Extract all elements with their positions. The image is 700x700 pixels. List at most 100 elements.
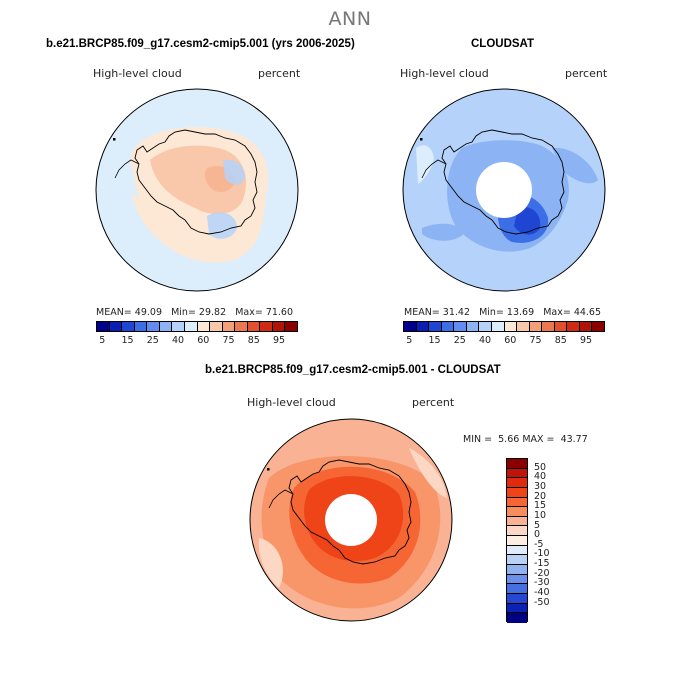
colorbar-swatch <box>507 603 527 614</box>
colorbar-tick-label: -10 <box>534 548 550 560</box>
model-colorbar <box>96 321 298 332</box>
obs-colorbar-ticks: 5 15 25 40 60 75 85 95 <box>403 335 605 347</box>
colorbar-swatch <box>222 322 236 331</box>
colorbar-swatch <box>134 322 148 331</box>
diff-antarctica-coastline <box>288 459 412 565</box>
colorbar-swatch <box>122 322 135 331</box>
obs-no-data-pole <box>476 162 532 218</box>
colorbar-tick-label: 85 <box>247 335 260 346</box>
model-island-marker <box>113 138 116 141</box>
colorbar-tick-label: 15 <box>121 335 134 346</box>
colorbar-swatch <box>260 322 273 331</box>
colorbar-swatch <box>567 322 580 331</box>
obs-variable-label: High-level cloud <box>400 67 489 80</box>
colorbar-swatch <box>554 322 568 331</box>
colorbar-swatch <box>404 322 417 331</box>
colorbar-swatch <box>507 613 527 623</box>
colorbar-tick-label: -20 <box>534 567 550 579</box>
colorbar-tick-label: 60 <box>504 335 517 346</box>
diff-variable-label: High-level cloud <box>247 396 336 409</box>
colorbar-swatch <box>579 322 593 331</box>
colorbar-tick-label: -30 <box>534 577 550 589</box>
colorbar-swatch <box>542 322 555 331</box>
colorbar-swatch <box>529 322 543 331</box>
diff-panel-title: b.e21.BRCP85.f09_g17.cesm2-cmip5.001 - C… <box>205 364 501 376</box>
colorbar-swatch <box>507 555 527 566</box>
diff-colorbar-ticks: 50 40 30 20 15 10 5 0 -5 -10 -15 -20 -30 -40 -50 <box>534 458 574 622</box>
colorbar-swatch <box>507 516 527 527</box>
colorbar-tick-label: 30 <box>534 480 547 492</box>
colorbar-swatch <box>507 497 527 508</box>
obs-map-boundary <box>402 88 606 292</box>
colorbar-tick-label: 10 <box>534 509 547 521</box>
obs-field-40 <box>416 145 434 184</box>
model-stats-row: MEAN= 49.09 Min= 29.82 Max= 71.60 <box>96 307 294 318</box>
model-field-65 <box>150 145 246 215</box>
obs-min-value: 13.69 <box>506 307 535 318</box>
colorbar-swatch <box>172 322 185 331</box>
colorbar-tick-label: 75 <box>222 335 235 346</box>
obs-island-marker <box>420 138 423 141</box>
colorbar-swatch <box>491 322 505 331</box>
colorbar-swatch <box>235 322 248 331</box>
diff-units-label: percent <box>412 396 455 409</box>
model-field-45 <box>125 158 139 197</box>
diff-max-value: 43.77 <box>560 434 588 445</box>
obs-mean-value: 31.42 <box>442 307 470 318</box>
colorbar-swatch <box>479 322 492 331</box>
colorbar-swatch <box>507 593 527 604</box>
colorbar-tick-label: -40 <box>534 587 550 599</box>
colorbar-swatch <box>210 322 223 331</box>
colorbar-swatch <box>507 565 527 575</box>
diff-stats-row: MIN = 5.66 MAX = 43.77 <box>463 434 588 445</box>
obs-stats-row: MEAN= 31.42 Min= 13.69 Max= 44.65 <box>404 307 602 318</box>
colorbar-tick-label: 25 <box>453 335 466 346</box>
colorbar-swatch <box>507 584 527 594</box>
colorbar-tick-label: 15 <box>534 500 547 512</box>
colorbar-swatch <box>517 322 530 331</box>
colorbar-swatch <box>285 322 297 331</box>
colorbar-swatch <box>272 322 286 331</box>
diff-no-data-pole <box>325 494 377 546</box>
obs-max-value: 44.65 <box>573 307 602 318</box>
colorbar-swatch <box>507 574 527 585</box>
obs-antarctica-coastline <box>441 129 565 235</box>
colorbar-swatch <box>197 322 211 331</box>
colorbar-tick-label: -15 <box>534 558 550 570</box>
colorbar-swatch <box>454 322 467 331</box>
colorbar-swatch <box>507 545 527 556</box>
model-panel-title: b.e21.BRCP85.f09_g17.cesm2-cmip5.001 (yr… <box>46 38 355 50</box>
model-variable-label: High-level cloud <box>93 67 182 80</box>
obs-panel-title: CLOUDSAT <box>471 38 535 50</box>
colorbar-swatch <box>507 487 527 498</box>
colorbar-swatch <box>429 322 442 331</box>
colorbar-tick-label: 95 <box>580 335 593 346</box>
colorbar-swatch <box>592 322 604 331</box>
model-max-value: 71.60 <box>265 307 294 318</box>
colorbar-swatch <box>507 507 527 517</box>
colorbar-tick-label: 0 <box>534 529 541 541</box>
colorbar-tick-label: 5 <box>406 335 413 346</box>
colorbar-swatch <box>507 459 527 469</box>
obs-field-30b <box>552 147 598 184</box>
colorbar-swatch <box>109 322 123 331</box>
colorbar-tick-label: 15 <box>428 335 441 346</box>
colorbar-tick-label: 40 <box>534 471 547 483</box>
model-field-50b <box>207 212 237 239</box>
obs-field-15 <box>514 207 541 235</box>
colorbar-swatch <box>466 322 480 331</box>
colorbar-tick-label: 75 <box>529 335 542 346</box>
colorbar-tick-label: -5 <box>534 538 544 550</box>
diff-field-5b <box>409 448 447 498</box>
colorbar-tick-label: 40 <box>479 335 492 346</box>
model-polar-map <box>95 88 299 292</box>
diff-polar-map <box>249 418 453 622</box>
obs-polar-map <box>402 88 606 292</box>
colorbar-tick-label: 5 <box>534 519 541 531</box>
model-field-50 <box>223 159 245 185</box>
colorbar-tick-label: 85 <box>554 335 567 346</box>
colorbar-tick-label: 60 <box>197 335 210 346</box>
colorbar-swatch <box>507 536 527 546</box>
model-colorbar-ticks: 5 15 25 40 60 75 85 95 <box>96 335 298 347</box>
model-mean-value: 49.09 <box>134 307 162 318</box>
